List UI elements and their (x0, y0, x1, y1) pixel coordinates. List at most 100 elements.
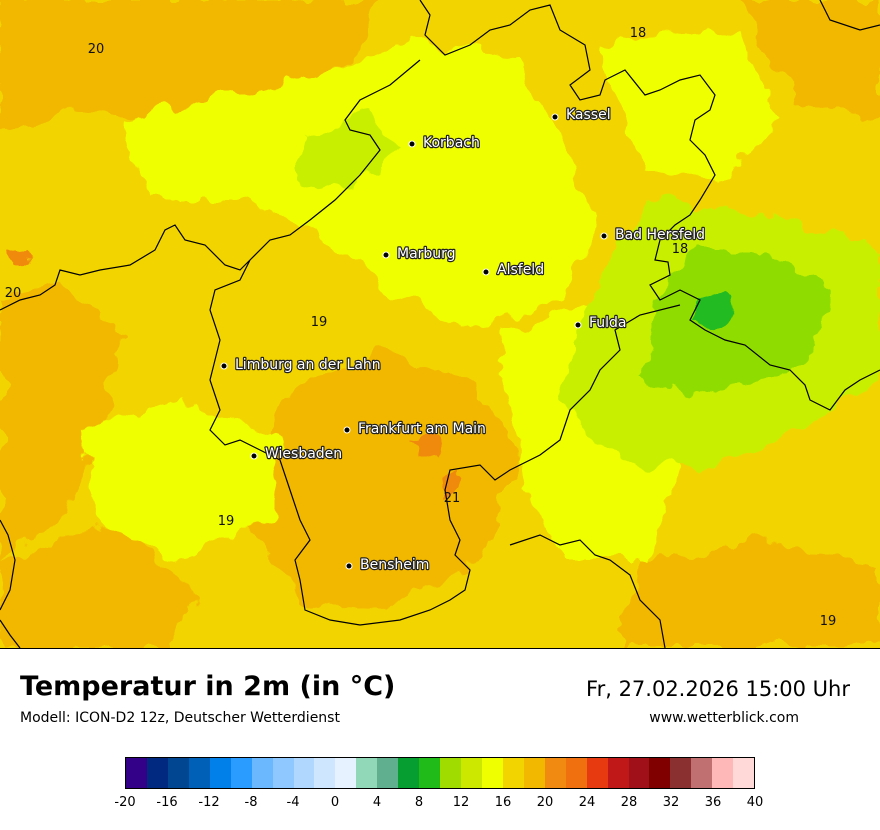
hot-spot-darmstadt (442, 468, 460, 500)
isotherm-labels: 20 18 20 19 18 21 19 19 (5, 26, 837, 629)
forecast-datetime: Fr, 27.02.2026 15:00 Uhr (586, 677, 850, 701)
legend-tick-label: -8 (244, 795, 258, 810)
warm-zone-northwest (0, 0, 380, 130)
cool-zone-southwest (80, 400, 280, 560)
city-dot (250, 452, 258, 460)
legend-swatch (733, 758, 755, 788)
map-title: Temperatur in 2m (in °C) (20, 671, 396, 702)
warm-zone-southwest (0, 520, 200, 648)
legend-swatch (272, 758, 294, 788)
legend-swatch (335, 758, 357, 788)
legend-swatch (209, 758, 231, 788)
legend-swatch (607, 758, 629, 788)
city-label: Fulda (589, 315, 627, 331)
cold-zone-wasserkuppe (696, 296, 730, 332)
iso-label: 20 (5, 286, 22, 301)
model-info: Modell: ICON-D2 12z, Deutscher Wetterdie… (20, 710, 340, 726)
legend-tick-label: 0 (330, 795, 340, 810)
city-dot (220, 362, 228, 370)
legend-tick-label: -12 (198, 795, 220, 810)
warm-zone-south (250, 350, 520, 610)
legend-tick-label: -20 (114, 795, 136, 810)
cool-zone-central (120, 40, 600, 330)
city-dot (551, 113, 559, 121)
city-frankfurt: Frankfurt am Main (343, 420, 487, 438)
iso-label: 18 (630, 26, 647, 41)
iso-label: 19 (218, 514, 235, 529)
city-label: Bad Hersfeld (615, 227, 705, 243)
legend-tick-label: 20 (536, 795, 554, 810)
color-legend (125, 757, 755, 789)
city-label: Korbach (423, 135, 480, 151)
legend-tick-label: 32 (662, 795, 680, 810)
legend-swatch (544, 758, 566, 788)
legend-tick-label: 36 (704, 795, 722, 810)
legend-swatch (188, 758, 210, 788)
legend-swatch (502, 758, 524, 788)
warm-zone-west (0, 280, 120, 560)
city-markers: Kassel Korbach Bad Hersfeld Marburg Alsf… (220, 106, 706, 574)
legend-swatch (586, 758, 608, 788)
city-dot (482, 268, 490, 276)
legend-swatch (670, 758, 692, 788)
hot-spot-frankfurt (412, 433, 437, 460)
legend-tick-label: 8 (414, 795, 424, 810)
city-dot (408, 140, 416, 148)
legend-swatch (628, 758, 650, 788)
city-label: Marburg (397, 246, 456, 262)
legend-tick-label: -4 (286, 795, 300, 810)
legend-tick-label: -16 (156, 795, 178, 810)
legend-swatch (126, 758, 147, 788)
legend-swatch (398, 758, 420, 788)
mild-zone-kellerwald (300, 110, 400, 190)
warm-zone-northeast (740, 0, 880, 120)
legend-tick-label: 4 (372, 795, 382, 810)
temperature-map: Kassel Korbach Bad Hersfeld Marburg Alsf… (0, 0, 880, 649)
city-korbach: Korbach (408, 134, 481, 152)
iso-label: 20 (88, 42, 105, 57)
legend-swatch (146, 758, 168, 788)
legend-swatch (712, 758, 734, 788)
legend-swatch (691, 758, 713, 788)
city-dot (343, 426, 351, 434)
cool-zone-northeast (600, 30, 780, 180)
legend-swatch (565, 758, 587, 788)
state-border (0, 0, 880, 648)
city-label: Kassel (566, 107, 611, 123)
legend-swatch (167, 758, 189, 788)
legend-swatch (230, 758, 252, 788)
cold-zone-rhoen (640, 250, 830, 400)
city-marburg: Marburg (382, 245, 457, 263)
color-legend-ticks: -20 -16 -12 -8 -4 0 4 8 12 16 20 24 28 32 36 40 (114, 795, 763, 813)
legend-tick-label: 16 (494, 795, 512, 810)
city-label: Bensheim (360, 557, 429, 573)
city-bad-hersfeld: Bad Hersfeld (600, 226, 706, 244)
website-link[interactable]: www.wetterblick.com (649, 710, 799, 726)
iso-label: 19 (820, 614, 837, 629)
city-bensheim: Bensheim (345, 556, 431, 574)
legend-tick-label: 12 (452, 795, 470, 810)
iso-label: 18 (672, 242, 689, 257)
legend-swatch (251, 758, 273, 788)
legend-swatch (314, 758, 336, 788)
legend-tick-label: 40 (746, 795, 764, 810)
iso-label: 19 (311, 315, 328, 330)
city-label: Limburg an der Lahn (235, 357, 381, 373)
legend-swatch (649, 758, 671, 788)
city-dot (382, 251, 390, 259)
legend-tick-label: 24 (578, 795, 596, 810)
city-label: Alsfeld (497, 262, 544, 278)
legend-swatch (461, 758, 482, 788)
city-fulda: Fulda (574, 314, 628, 332)
city-dot (600, 232, 608, 240)
city-limburg: Limburg an der Lahn (220, 356, 382, 374)
map-canvas: Kassel Korbach Bad Hersfeld Marburg Alsf… (0, 0, 880, 648)
city-label: Wiesbaden (265, 446, 342, 462)
legend-swatch (440, 758, 461, 788)
legend-swatch (523, 758, 545, 788)
city-dot (574, 321, 582, 329)
legend-swatch (293, 758, 315, 788)
legend-swatch (419, 758, 441, 788)
hot-spot-west (6, 248, 30, 270)
legend-swatch (356, 758, 378, 788)
